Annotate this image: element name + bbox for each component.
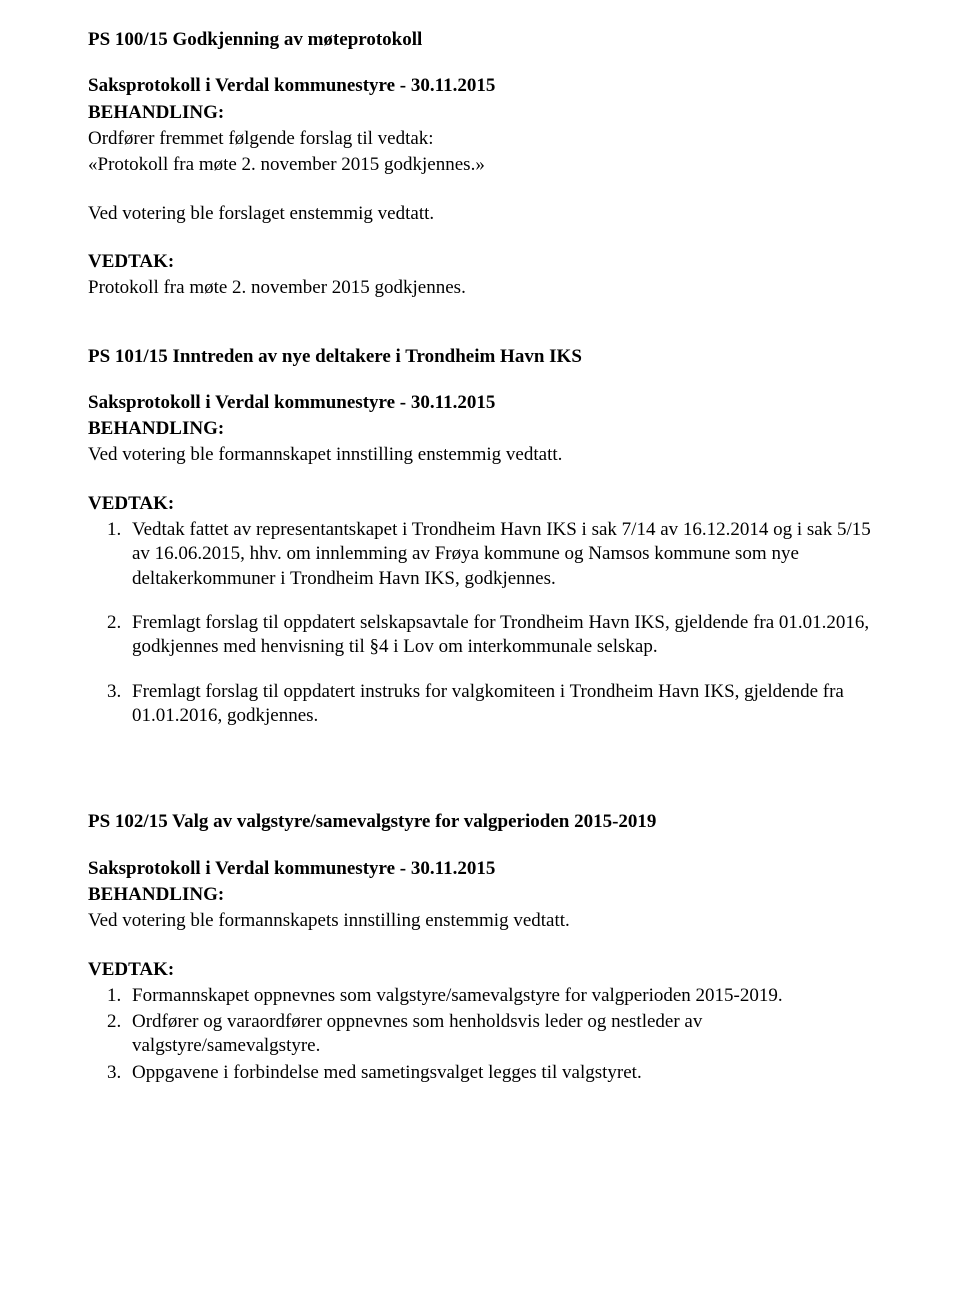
sec1-title: PS 100/15 Godkjenning av møteprotokoll	[88, 28, 872, 52]
list-item: Fremlagt forslag til oppdatert instruks …	[126, 680, 872, 729]
list-item: Fremlagt forslag til oppdatert selskapsa…	[126, 611, 872, 660]
sec2-vedtak-list: Vedtak fattet av representantskapet i Tr…	[88, 518, 872, 728]
sec2-behandling-line1: Ved votering ble formannskapet innstilli…	[88, 443, 872, 467]
list-item: Ordfører og varaordfører oppnevnes som h…	[126, 1010, 872, 1059]
sec2-vedtak-label: VEDTAK:	[88, 492, 872, 516]
sec1-behandling-line1: Ordfører fremmet følgende forslag til ve…	[88, 127, 872, 151]
sec3-behandling-label: BEHANDLING:	[88, 883, 872, 907]
sec1-behandling-label: BEHANDLING:	[88, 101, 872, 125]
sec3-vedtak-label: VEDTAK:	[88, 958, 872, 982]
sec3-title: PS 102/15 Valg av valgstyre/samevalgstyr…	[88, 810, 872, 834]
list-item: Vedtak fattet av representantskapet i Tr…	[126, 518, 872, 591]
sec1-vedtak-label: VEDTAK:	[88, 250, 872, 274]
sec3-subheading: Saksprotokoll i Verdal kommunestyre - 30…	[88, 857, 872, 881]
sec3-vedtak-list: Formannskapet oppnevnes som valgstyre/sa…	[88, 984, 872, 1085]
sec1-behandling-line2: «Protokoll fra møte 2. november 2015 god…	[88, 153, 872, 177]
sec2-title: PS 101/15 Inntreden av nye deltakere i T…	[88, 345, 872, 369]
sec1-subheading: Saksprotokoll i Verdal kommunestyre - 30…	[88, 74, 872, 98]
sec2-subheading: Saksprotokoll i Verdal kommunestyre - 30…	[88, 391, 872, 415]
list-item: Formannskapet oppnevnes som valgstyre/sa…	[126, 984, 872, 1008]
sec2-behandling-label: BEHANDLING:	[88, 417, 872, 441]
sec1-behandling-line3: Ved votering ble forslaget enstemmig ved…	[88, 202, 872, 226]
list-item: Oppgavene i forbindelse med sametingsval…	[126, 1061, 872, 1085]
sec1-vedtak-line1: Protokoll fra møte 2. november 2015 godk…	[88, 276, 872, 300]
sec3-behandling-line1: Ved votering ble formannskapets innstill…	[88, 909, 872, 933]
